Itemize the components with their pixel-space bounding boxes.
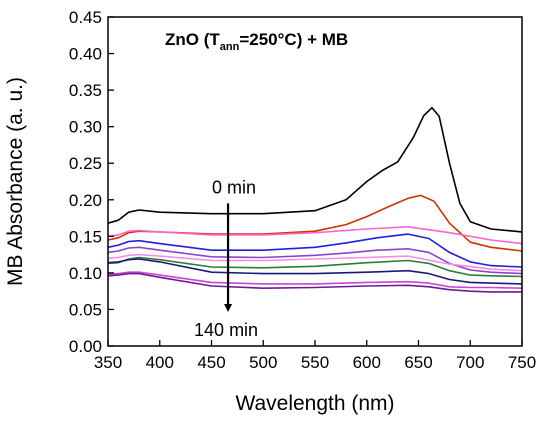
series-line-3 (107, 226, 523, 245)
x-tick-label: 400 (146, 353, 174, 372)
annotation-end-time: 140 min (194, 320, 258, 340)
y-tick-label: 0.05 (69, 300, 102, 319)
y-tick-label: 0.10 (69, 264, 102, 283)
x-tick-label: 450 (197, 353, 225, 372)
x-axis-title: Wavelength (nm) (235, 392, 394, 415)
y-tick-label: 0.15 (69, 227, 102, 246)
x-tick-label: 650 (404, 353, 432, 372)
y-tick-label: 0.25 (69, 154, 102, 173)
chart-title-subscript: ann (220, 41, 240, 53)
x-tick-label: 750 (508, 353, 536, 372)
plot-frame (107, 16, 523, 347)
tick-layer: 350 400 450 500 550 600 650 700 750 0.00 0.05 0.10 0… (69, 8, 536, 372)
series-line-4 (107, 233, 523, 268)
x-tick-label: 550 (301, 353, 329, 372)
series-line-9 (107, 271, 523, 289)
series-line-1 (107, 106, 523, 233)
series-line-5 (107, 246, 523, 275)
x-tick-label: 350 (94, 353, 122, 372)
y-tick-label: 0.30 (69, 118, 102, 137)
x-tick-label: 700 (456, 353, 484, 372)
annotation-start-time: 0 min (212, 177, 256, 197)
y-tick-label: 0.20 (69, 191, 102, 210)
series-line-10 (107, 272, 522, 293)
series-line-6 (107, 253, 523, 272)
chart-title-prefix: ZnO (T (165, 30, 220, 49)
x-tick-label: 500 (249, 353, 277, 372)
series-line-8 (107, 258, 523, 285)
series-layer (107, 106, 523, 293)
y-tick-label: 0.40 (69, 45, 102, 64)
y-tick-label: 0.35 (69, 81, 102, 100)
x-tick-label: 600 (353, 353, 381, 372)
chart-title-suffix: =250°C) + MB (239, 30, 348, 49)
y-axis-title: MB Absorbance (a. u.) (4, 77, 27, 286)
y-tick-label: 0.00 (69, 337, 102, 356)
series-line-2 (107, 194, 523, 252)
y-tick-label: 0.45 (69, 8, 102, 27)
series-line-7 (107, 256, 523, 278)
chart-title: ZnO (Tann=250°C) + MB (165, 30, 348, 53)
